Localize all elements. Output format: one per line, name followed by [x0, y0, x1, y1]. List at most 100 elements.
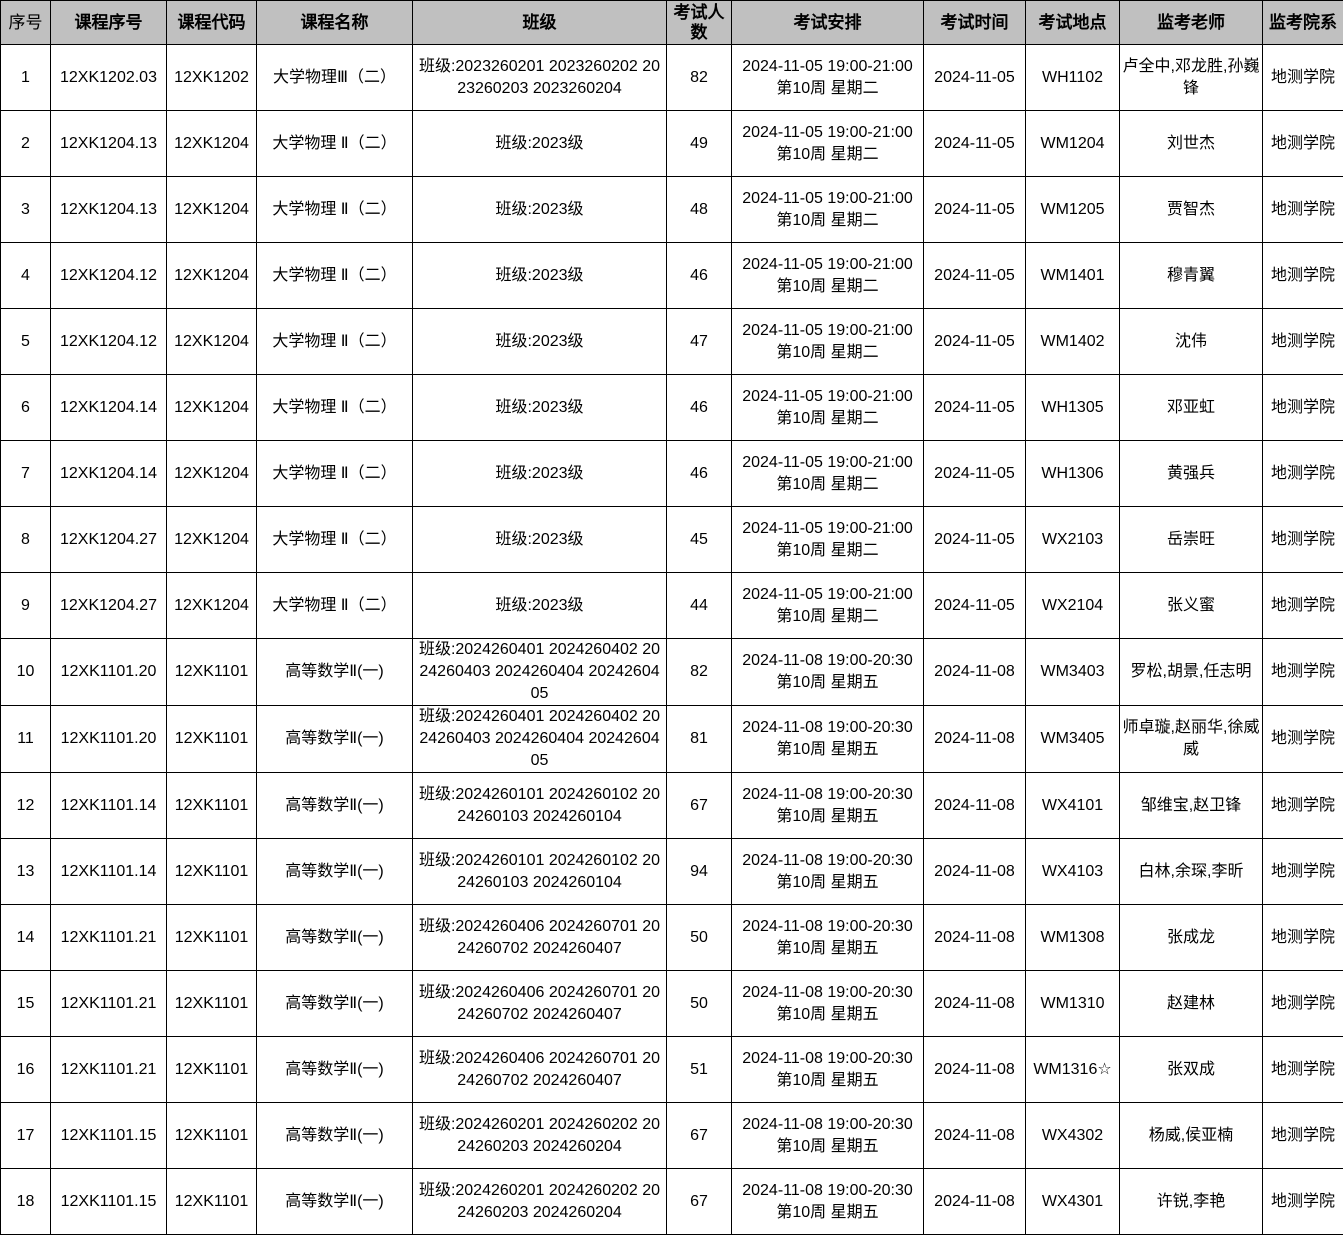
cell-classes: 班级:2024260406 2024260701 2024260702 2024… — [413, 971, 667, 1037]
cell-exam-count: 46 — [667, 375, 732, 441]
cell-exam-location: WX4301 — [1026, 1169, 1120, 1235]
cell-course-name: 大学物理 Ⅱ（二） — [257, 573, 413, 639]
cell-course-section: 12XK1101.21 — [51, 1037, 167, 1103]
cell-exam-location: WX2104 — [1026, 573, 1120, 639]
cell-classes: 班级:2023级 — [413, 243, 667, 309]
cell-exam-count: 48 — [667, 177, 732, 243]
cell-course-name: 高等数学Ⅱ(一) — [257, 773, 413, 839]
cell-course-name: 高等数学Ⅱ(一) — [257, 639, 413, 706]
cell-course-code: 12XK1101 — [167, 706, 257, 773]
cell-seq: 7 — [1, 441, 51, 507]
cell-seq: 5 — [1, 309, 51, 375]
cell-seq: 15 — [1, 971, 51, 1037]
cell-exam-date: 2024-11-08 — [924, 706, 1026, 773]
cell-course-section: 12XK1204.12 — [51, 243, 167, 309]
cell-course-name: 大学物理 Ⅱ（二） — [257, 441, 413, 507]
cell-course-code: 12XK1101 — [167, 1037, 257, 1103]
cell-proctor-department: 地测学院 — [1263, 507, 1343, 573]
cell-course-section: 12XK1101.15 — [51, 1169, 167, 1235]
cell-seq: 2 — [1, 111, 51, 177]
cell-course-code: 12XK1101 — [167, 1169, 257, 1235]
cell-classes: 班级:2023级 — [413, 573, 667, 639]
header-seq: 序号 — [1, 1, 51, 45]
cell-exam-date: 2024-11-05 — [924, 111, 1026, 177]
cell-proctors: 贾智杰 — [1120, 177, 1263, 243]
cell-seq: 18 — [1, 1169, 51, 1235]
cell-exam-location: WM1205 — [1026, 177, 1120, 243]
cell-exam-location: WM1402 — [1026, 309, 1120, 375]
cell-proctor-department: 地测学院 — [1263, 573, 1343, 639]
cell-exam-arrangement: 2024-11-08 19:00-20:30 第10周 星期五 — [732, 1037, 924, 1103]
cell-proctors: 穆青翼 — [1120, 243, 1263, 309]
cell-proctor-department: 地测学院 — [1263, 1037, 1343, 1103]
cell-exam-arrangement: 2024-11-08 19:00-20:30 第10周 星期五 — [732, 773, 924, 839]
cell-seq: 10 — [1, 639, 51, 706]
cell-proctors: 卢全中,邓龙胜,孙巍锋 — [1120, 45, 1263, 111]
cell-exam-location: WX4302 — [1026, 1103, 1120, 1169]
cell-proctors: 邹维宝,赵卫锋 — [1120, 773, 1263, 839]
header-exam-arrangement: 考试安排 — [732, 1, 924, 45]
cell-proctor-department: 地测学院 — [1263, 706, 1343, 773]
cell-proctors: 许锐,李艳 — [1120, 1169, 1263, 1235]
cell-exam-date: 2024-11-08 — [924, 1103, 1026, 1169]
cell-exam-date: 2024-11-05 — [924, 573, 1026, 639]
cell-proctors: 罗松,胡景,任志明 — [1120, 639, 1263, 706]
cell-course-code: 12XK1204 — [167, 111, 257, 177]
cell-course-code: 12XK1204 — [167, 375, 257, 441]
cell-seq: 14 — [1, 905, 51, 971]
cell-classes: 班级:2024260406 2024260701 2024260702 2024… — [413, 1037, 667, 1103]
cell-exam-arrangement: 2024-11-05 19:00-21:00 第10周 星期二 — [732, 309, 924, 375]
cell-seq: 11 — [1, 706, 51, 773]
cell-proctor-department: 地测学院 — [1263, 1169, 1343, 1235]
cell-proctors: 黄强兵 — [1120, 441, 1263, 507]
cell-exam-arrangement: 2024-11-05 19:00-21:00 第10周 星期二 — [732, 177, 924, 243]
header-exam-count: 考试人数 — [667, 1, 732, 45]
cell-exam-count: 46 — [667, 441, 732, 507]
cell-course-section: 12XK1204.13 — [51, 177, 167, 243]
cell-course-section: 12XK1101.21 — [51, 905, 167, 971]
cell-proctor-department: 地测学院 — [1263, 839, 1343, 905]
cell-exam-location: WX4103 — [1026, 839, 1120, 905]
cell-proctor-department: 地测学院 — [1263, 639, 1343, 706]
cell-exam-arrangement: 2024-11-05 19:00-21:00 第10周 星期二 — [732, 111, 924, 177]
cell-exam-arrangement: 2024-11-05 19:00-21:00 第10周 星期二 — [732, 243, 924, 309]
cell-exam-date: 2024-11-05 — [924, 507, 1026, 573]
cell-exam-count: 81 — [667, 706, 732, 773]
header-course-code: 课程代码 — [167, 1, 257, 45]
cell-exam-count: 82 — [667, 639, 732, 706]
cell-exam-arrangement: 2024-11-05 19:00-21:00 第10周 星期二 — [732, 375, 924, 441]
cell-exam-arrangement: 2024-11-05 19:00-21:00 第10周 星期二 — [732, 45, 924, 111]
cell-proctors: 杨威,侯亚楠 — [1120, 1103, 1263, 1169]
cell-course-name: 高等数学Ⅱ(一) — [257, 839, 413, 905]
cell-exam-date: 2024-11-05 — [924, 375, 1026, 441]
cell-seq: 17 — [1, 1103, 51, 1169]
cell-course-name: 高等数学Ⅱ(一) — [257, 1169, 413, 1235]
cell-exam-arrangement: 2024-11-05 19:00-21:00 第10周 星期二 — [732, 507, 924, 573]
cell-course-name: 大学物理 Ⅱ（二） — [257, 111, 413, 177]
cell-classes: 班级:2023级 — [413, 309, 667, 375]
cell-course-code: 12XK1101 — [167, 839, 257, 905]
cell-course-code: 12XK1204 — [167, 507, 257, 573]
cell-classes: 班级:2023260201 2023260202 2023260203 2023… — [413, 45, 667, 111]
cell-exam-location: WH1305 — [1026, 375, 1120, 441]
cell-classes: 班级:2024260406 2024260701 2024260702 2024… — [413, 905, 667, 971]
cell-course-code: 12XK1204 — [167, 573, 257, 639]
cell-course-name: 高等数学Ⅱ(一) — [257, 905, 413, 971]
cell-course-name: 大学物理 Ⅱ（二） — [257, 309, 413, 375]
cell-course-section: 12XK1101.14 — [51, 839, 167, 905]
header-proctor-department: 监考院系 — [1263, 1, 1343, 45]
cell-classes: 班级:2024260401 2024260402 2024260403 2024… — [413, 706, 667, 773]
cell-proctors: 白林,余琛,李昕 — [1120, 839, 1263, 905]
cell-seq: 16 — [1, 1037, 51, 1103]
cell-proctor-department: 地测学院 — [1263, 243, 1343, 309]
cell-course-code: 12XK1101 — [167, 971, 257, 1037]
cell-exam-date: 2024-11-05 — [924, 45, 1026, 111]
cell-classes: 班级:2023级 — [413, 375, 667, 441]
